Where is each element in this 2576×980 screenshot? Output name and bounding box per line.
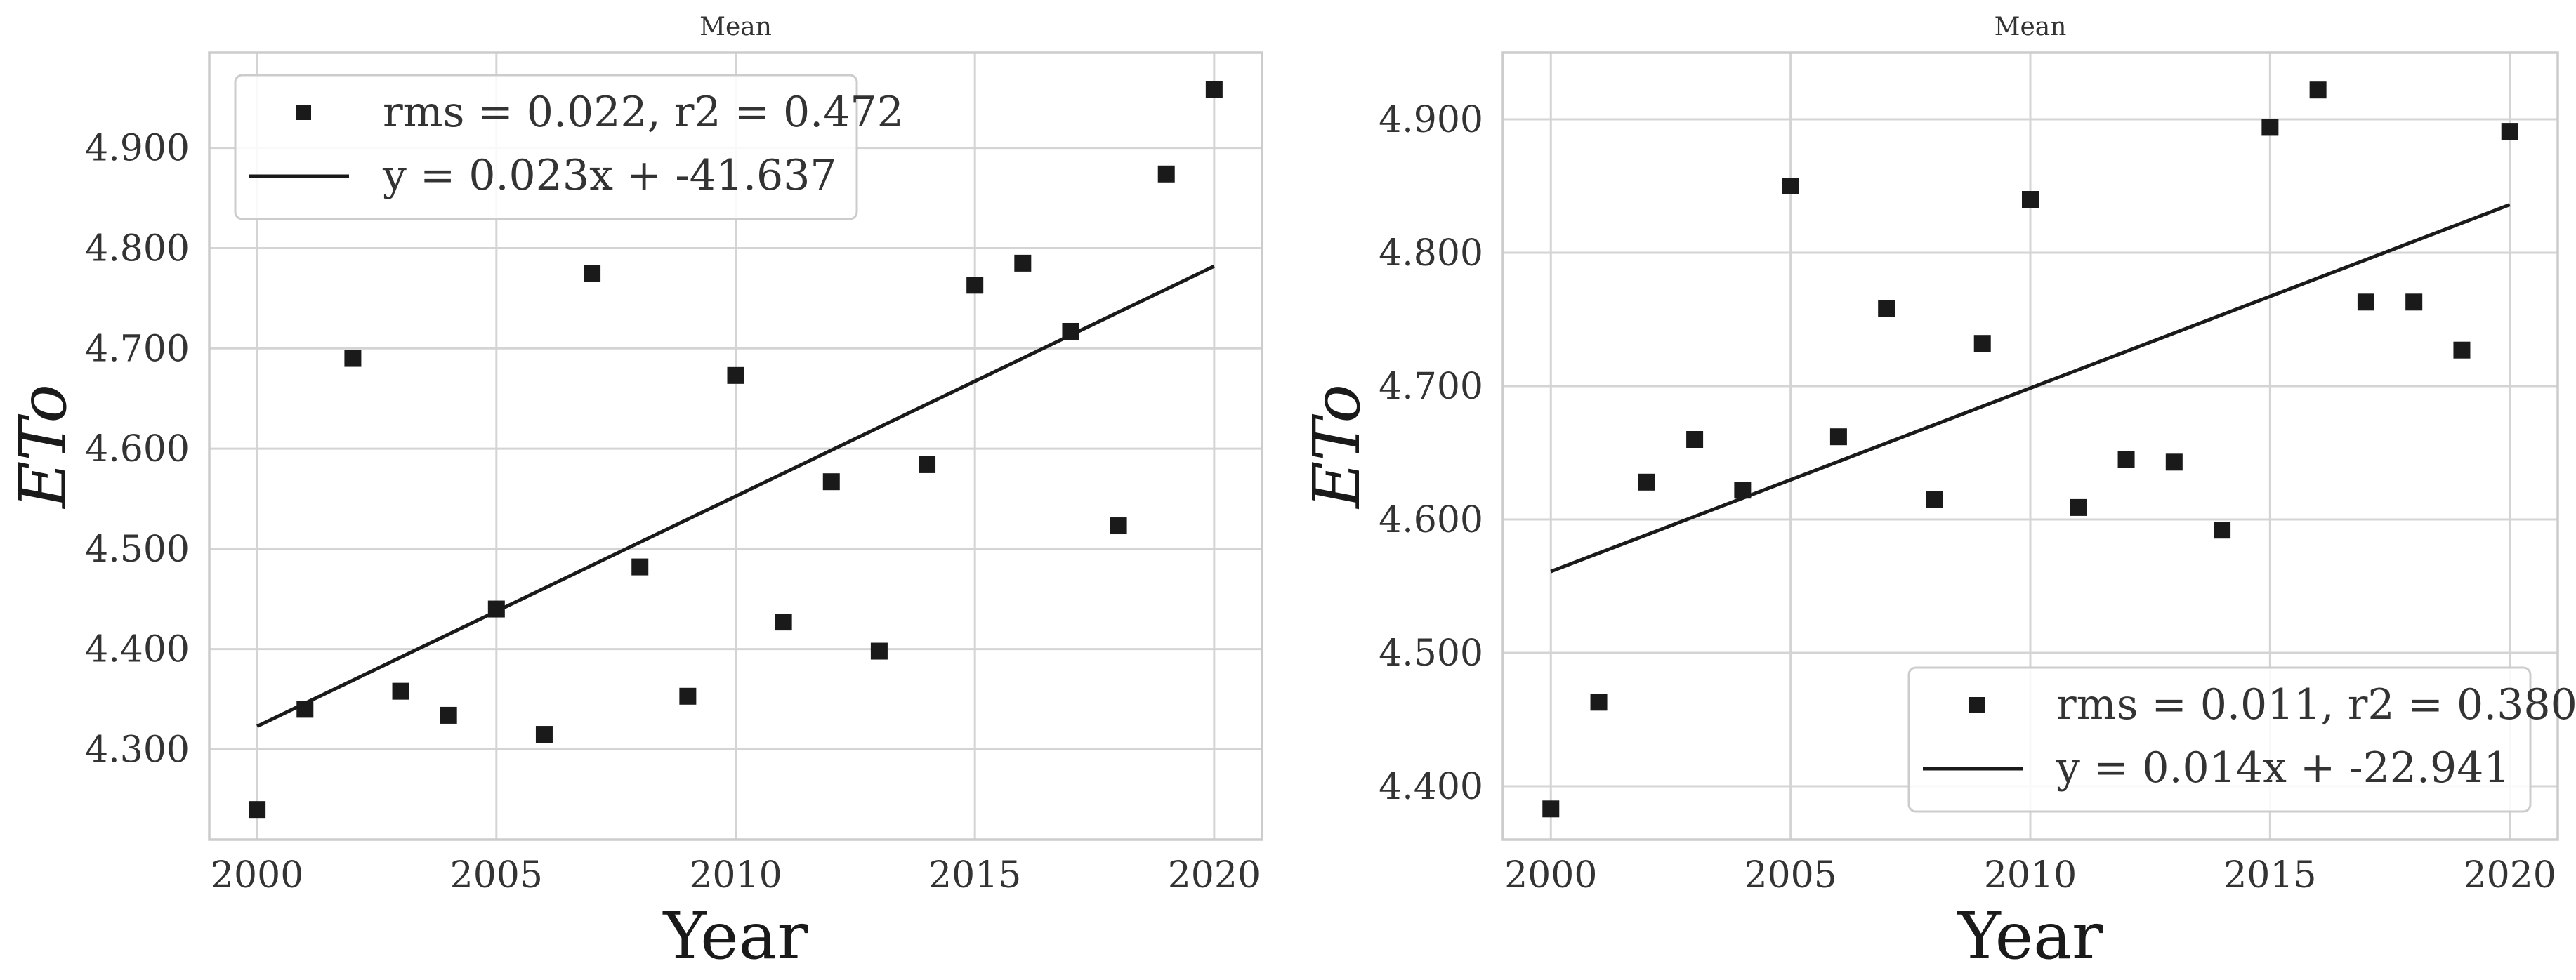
data-point	[2405, 293, 2423, 311]
data-point	[2070, 498, 2087, 516]
legend-box	[1907, 666, 2532, 813]
legend-box	[234, 74, 858, 220]
x-tick-label: 2010	[689, 854, 782, 896]
data-point	[727, 366, 744, 384]
data-point	[1829, 428, 1847, 446]
data-point	[2453, 341, 2471, 359]
data-point	[344, 350, 362, 367]
y-tick-label: 4.600	[85, 428, 190, 470]
legend-label-scatter: rms = 0.022, r2 = 0.472	[383, 88, 904, 137]
data-point	[679, 687, 697, 705]
legend-marker	[296, 105, 311, 120]
data-point	[2501, 123, 2518, 140]
data-point	[631, 558, 649, 576]
data-point	[1686, 431, 1704, 448]
x-tick-label: 2020	[2464, 854, 2556, 896]
x-tick-label: 2010	[1984, 854, 2077, 896]
data-point	[2117, 451, 2135, 468]
x-tick-label: 2020	[1168, 854, 1261, 896]
data-point	[2165, 453, 2183, 471]
data-point	[2214, 522, 2231, 539]
y-tick-label: 4.300	[85, 729, 190, 771]
plot-frame	[1501, 51, 2559, 841]
y-tick-label: 4.700	[85, 328, 190, 370]
data-point	[919, 456, 936, 473]
data-point	[2309, 81, 2327, 99]
y-tick-label: 4.400	[85, 629, 190, 671]
x-tick-label: 2015	[928, 854, 1021, 896]
y-tick-label: 4.800	[85, 227, 190, 270]
data-point	[822, 473, 840, 491]
data-point	[1926, 491, 1943, 508]
data-point	[870, 642, 888, 660]
data-point	[2022, 191, 2039, 208]
plot-frame	[208, 51, 1263, 841]
y-tick-label: 4.400	[1379, 766, 1483, 808]
data-point	[1734, 482, 1752, 499]
legend: rms = 0.011, r2 = 0.380 y = 0.014x + -22.…	[1907, 666, 2576, 813]
y-tick-label: 4.800	[1379, 232, 1483, 274]
y-tick-label: 4.500	[1379, 633, 1483, 675]
x-tick-label: 2015	[2223, 854, 2316, 896]
data-point	[966, 277, 984, 294]
data-point	[1542, 800, 1560, 818]
x-axis-label: Year	[662, 899, 808, 974]
data-point	[584, 265, 601, 282]
y-tick-label: 4.500	[85, 529, 190, 571]
data-point	[487, 600, 505, 618]
y-tick-label: 4.900	[1379, 99, 1483, 141]
data-point	[1157, 165, 1175, 183]
data-point	[296, 701, 314, 718]
legend: rms = 0.022, r2 = 0.472 y = 0.023x + -41.…	[234, 74, 904, 220]
data-point	[1062, 322, 1079, 340]
data-point	[249, 801, 266, 819]
data-point	[1205, 81, 1223, 98]
chart-panel-1: 2000 2005 2010 2015 2020 4.300 4.400 4.500 4.600…	[6, 13, 1263, 974]
data-point	[392, 682, 409, 700]
legend-label-scatter: rms = 0.011, r2 = 0.380	[2056, 680, 2576, 729]
chart-panel-2: 2000 2005 2010 2015 2020 4.400 4.500 4.600 4.700…	[1299, 13, 2576, 974]
y-tick-label: 4.600	[1379, 499, 1483, 541]
data-point	[1782, 178, 1799, 194]
data-point	[1014, 254, 1032, 272]
x-tick-label: 2000	[1504, 854, 1597, 896]
data-point	[1878, 300, 1895, 317]
x-tick-label: 2000	[211, 854, 303, 896]
trend-line	[256, 264, 1215, 728]
data-point	[1973, 335, 1991, 352]
y-axis-label: ETo	[6, 384, 81, 510]
data-point	[1590, 694, 1608, 711]
data-point	[535, 726, 553, 743]
data-point	[2261, 119, 2279, 136]
chart-title: Mean	[1995, 13, 2067, 41]
x-axis-label: Year	[1957, 899, 2103, 974]
legend-marker	[1969, 697, 1985, 713]
data-point	[1638, 473, 1655, 491]
y-axis-label: ETo	[1299, 384, 1374, 510]
data-point	[2357, 293, 2374, 311]
y-tick-label: 4.900	[85, 128, 190, 170]
data-point	[440, 706, 457, 724]
x-tick-label: 2005	[1744, 854, 1836, 896]
trend-line	[1550, 203, 2511, 574]
x-tick-label: 2005	[450, 854, 543, 896]
chart-title: Mean	[699, 13, 772, 41]
data-point	[775, 614, 792, 631]
legend-label-line: y = 0.023x + -41.637	[382, 151, 837, 200]
data-point	[1110, 517, 1127, 535]
legend-label-line: y = 0.014x + -22.941	[2056, 743, 2511, 793]
y-tick-label: 4.700	[1379, 366, 1483, 408]
